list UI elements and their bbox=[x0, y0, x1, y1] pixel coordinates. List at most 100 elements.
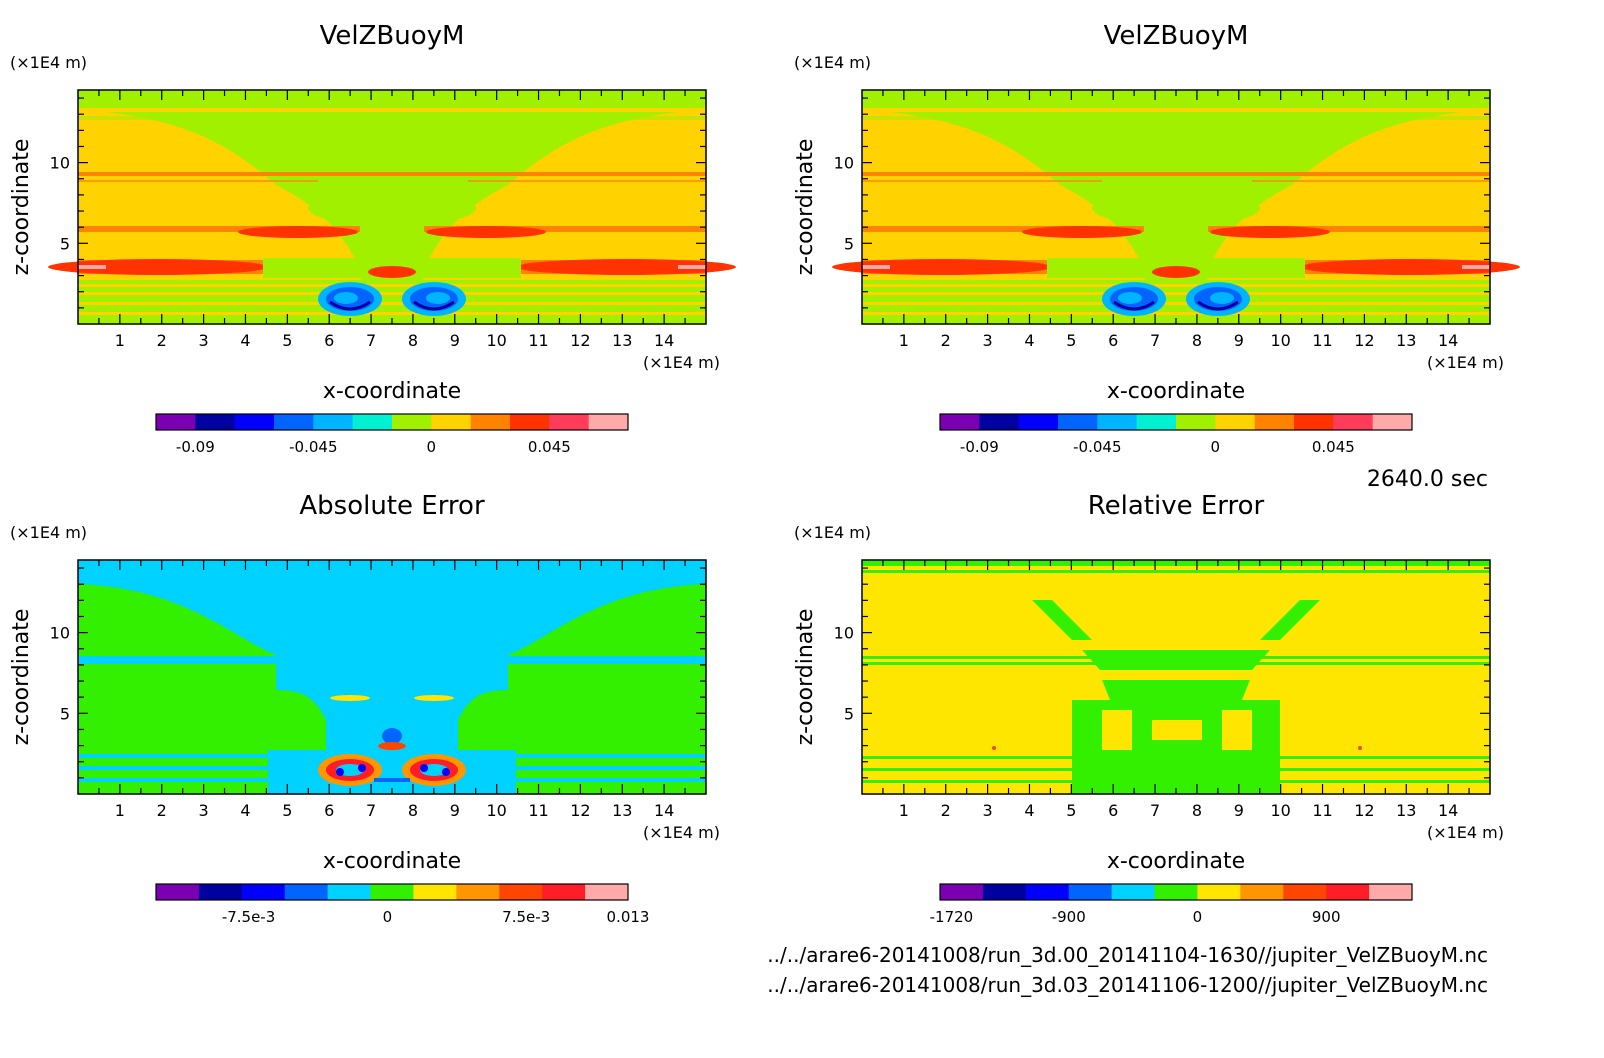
colorbar-frame bbox=[939, 413, 1413, 431]
x-tick-label: 12 bbox=[570, 331, 590, 350]
colorbar-swatch bbox=[456, 884, 500, 900]
panels: VelZBuoyM(×1E4 m)1 2 3 4 5 6 7 8 9 10 11 12 13 14510(… bbox=[9, 21, 1522, 926]
x-tick-label: 7 bbox=[366, 801, 376, 820]
y-tick-label: 10 bbox=[834, 154, 854, 173]
colorbar-tick-label: 0.045 bbox=[528, 438, 571, 456]
colorbar-tick-label: -7.5e-3 bbox=[222, 908, 275, 926]
colorbar-frame bbox=[155, 413, 629, 431]
panel-title: Relative Error bbox=[1088, 491, 1265, 521]
x-axis-label: x-coordinate bbox=[1107, 379, 1245, 404]
x-tick-label: 11 bbox=[1312, 331, 1332, 350]
colorbar-swatch bbox=[542, 884, 586, 900]
x-tick-label: 9 bbox=[450, 331, 460, 350]
contour-field bbox=[830, 88, 1522, 326]
colorbar-swatch bbox=[241, 884, 286, 900]
colorbar-tick-label: 0 bbox=[427, 438, 437, 456]
colorbar-tick-label: 900 bbox=[1312, 908, 1341, 926]
y-tick-label: 5 bbox=[60, 234, 70, 253]
colorbar-swatch bbox=[198, 884, 243, 900]
x-tick-label: 2 bbox=[941, 801, 951, 820]
x-tick-label: 6 bbox=[324, 801, 334, 820]
contour-field bbox=[862, 560, 1490, 794]
x-tick-label: 10 bbox=[1270, 801, 1290, 820]
x-tick-label: 4 bbox=[240, 801, 250, 820]
x-tick-label: 7 bbox=[1150, 801, 1160, 820]
panel-4: Relative Error(×1E4 m)1 2 3 4 5 6 7 8 9 10 11 12 13 1… bbox=[793, 491, 1504, 926]
colorbar-swatch bbox=[1176, 414, 1216, 430]
y-axis-label: z-coordinate bbox=[793, 609, 818, 746]
y-tick-label: 5 bbox=[60, 704, 70, 723]
contour-field bbox=[46, 88, 738, 326]
x-tick-label: 7 bbox=[1150, 331, 1160, 350]
colorbar-swatch bbox=[156, 414, 196, 430]
x-tick-label: 5 bbox=[1066, 801, 1076, 820]
colorbar-tick-label: -0.09 bbox=[960, 438, 999, 456]
panel-title: VelZBuoyM bbox=[320, 21, 465, 51]
colorbar-tick-label: 0 bbox=[1211, 438, 1221, 456]
colorbar-swatch bbox=[284, 884, 329, 900]
contour-field bbox=[76, 558, 708, 796]
y-unit-label: (×1E4 m) bbox=[10, 523, 87, 542]
colorbar-swatch bbox=[431, 414, 472, 430]
x-tick-label: 3 bbox=[199, 331, 209, 350]
x-tick-label: 14 bbox=[654, 331, 674, 350]
x-axis-label: x-coordinate bbox=[1107, 849, 1245, 874]
colorbar-swatch bbox=[549, 414, 590, 430]
x-tick-label: 14 bbox=[654, 801, 674, 820]
colorbar-swatch bbox=[1283, 884, 1327, 900]
colorbar-tick-label: -0.09 bbox=[176, 438, 215, 456]
x-tick-label: 7 bbox=[366, 331, 376, 350]
colorbar-swatch bbox=[1154, 884, 1198, 900]
colorbar-frame bbox=[939, 883, 1413, 901]
y-tick-label: 10 bbox=[50, 624, 70, 643]
colorbar-swatch bbox=[1240, 884, 1284, 900]
y-tick-label: 5 bbox=[844, 234, 854, 253]
x-tick-label: 3 bbox=[983, 801, 993, 820]
colorbar-swatch bbox=[470, 414, 511, 430]
colorbar-swatch bbox=[1097, 414, 1138, 430]
colorbar: -1720 -900 0 900 bbox=[930, 883, 1413, 926]
x-tick-label: 1 bbox=[115, 801, 125, 820]
colorbar-swatch bbox=[1058, 414, 1098, 430]
file-path-2: ../../arare6-20141008/run_3d.03_20141106… bbox=[767, 973, 1488, 997]
colorbar-swatch bbox=[352, 414, 393, 430]
panel-3: Absolute Error(×1E4 m)1 2 3 4 5 6 7 8 9 10 11 12 13 1… bbox=[9, 491, 720, 926]
x-tick-label: 5 bbox=[282, 331, 292, 350]
x-tick-label: 4 bbox=[1024, 331, 1034, 350]
colorbar-swatch bbox=[1136, 414, 1177, 430]
x-unit-label: (×1E4 m) bbox=[643, 353, 720, 372]
colorbar: -0.09 -0.045 0 0.045 bbox=[939, 413, 1413, 456]
x-tick-label: 10 bbox=[486, 331, 506, 350]
colorbar-tick-label: -0.045 bbox=[1073, 438, 1121, 456]
x-tick-label: 9 bbox=[450, 801, 460, 820]
colorbar-tick-label: -0.045 bbox=[289, 438, 337, 456]
y-tick-label: 10 bbox=[50, 154, 70, 173]
colorbar-swatch bbox=[979, 414, 1020, 430]
x-tick-label: 13 bbox=[1396, 331, 1416, 350]
colorbar-tick-label: -1720 bbox=[930, 908, 974, 926]
colorbar-tick-label: -900 bbox=[1052, 908, 1086, 926]
y-tick-label: 5 bbox=[844, 704, 854, 723]
x-tick-label: 10 bbox=[486, 801, 506, 820]
x-tick-label: 8 bbox=[1192, 331, 1202, 350]
panel-1: VelZBuoyM(×1E4 m)1 2 3 4 5 6 7 8 9 10 11 12 13 14510(… bbox=[9, 21, 738, 456]
x-tick-label: 11 bbox=[1312, 801, 1332, 820]
colorbar-swatch bbox=[327, 884, 372, 900]
colorbar-swatch bbox=[1111, 884, 1156, 900]
x-axis-label: x-coordinate bbox=[323, 379, 461, 404]
time-label: 2640.0 sec bbox=[1367, 467, 1488, 492]
colorbar-swatch bbox=[156, 884, 200, 900]
colorbar-swatch bbox=[234, 414, 275, 430]
x-tick-label: 13 bbox=[612, 801, 632, 820]
x-unit-label: (×1E4 m) bbox=[1427, 823, 1504, 842]
y-unit-label: (×1E4 m) bbox=[10, 53, 87, 72]
colorbar-tick-label: 0.045 bbox=[1312, 438, 1355, 456]
colorbar-tick-label: 0 bbox=[383, 908, 393, 926]
colorbar-swatch bbox=[413, 884, 457, 900]
y-tick-label: 10 bbox=[834, 624, 854, 643]
colorbar-swatch bbox=[392, 414, 432, 430]
colorbar-swatch bbox=[370, 884, 414, 900]
x-tick-label: 13 bbox=[612, 331, 632, 350]
x-unit-label: (×1E4 m) bbox=[1427, 353, 1504, 372]
